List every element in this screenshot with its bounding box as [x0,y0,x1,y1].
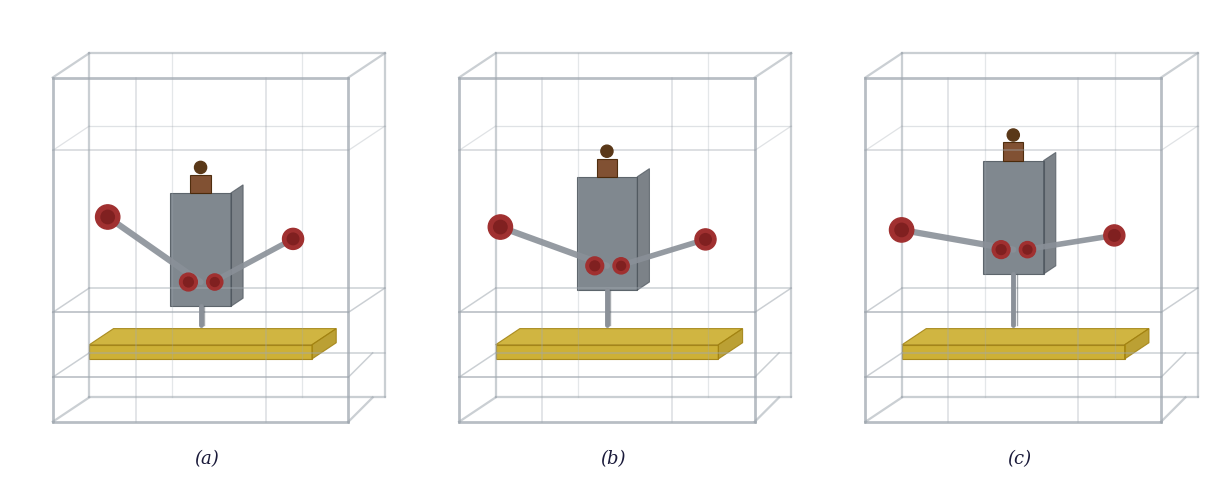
Polygon shape [902,329,1149,345]
Polygon shape [89,329,336,345]
Circle shape [96,205,120,229]
Polygon shape [983,160,1043,274]
Circle shape [1008,129,1019,141]
Circle shape [997,245,1007,254]
Polygon shape [1124,329,1149,359]
Circle shape [586,257,603,275]
Circle shape [488,215,512,239]
Polygon shape [495,345,718,359]
Circle shape [207,274,223,290]
Circle shape [1103,225,1125,246]
Circle shape [889,218,913,242]
Circle shape [184,277,194,287]
Circle shape [695,229,716,250]
Text: (a): (a) [194,450,219,468]
Polygon shape [1043,152,1056,274]
Polygon shape [576,177,638,290]
Circle shape [101,210,114,224]
Circle shape [195,161,207,173]
Polygon shape [190,175,211,193]
Circle shape [211,277,219,286]
Polygon shape [638,169,650,290]
Circle shape [992,241,1010,259]
Circle shape [590,261,600,271]
Polygon shape [230,185,243,306]
Circle shape [282,228,304,250]
Polygon shape [902,345,1124,359]
Polygon shape [89,345,311,359]
Text: (c): (c) [1008,450,1031,468]
Polygon shape [170,193,230,306]
Circle shape [287,233,299,245]
Circle shape [700,234,711,245]
Polygon shape [718,329,743,359]
Circle shape [895,223,908,237]
Circle shape [179,273,197,291]
Polygon shape [495,329,743,345]
Circle shape [1022,245,1032,254]
Circle shape [617,262,625,270]
Circle shape [601,145,613,157]
Text: (b): (b) [601,450,625,468]
Circle shape [1108,229,1121,241]
Circle shape [1019,241,1036,258]
Polygon shape [597,159,617,177]
Polygon shape [311,329,336,359]
Circle shape [494,220,508,234]
Polygon shape [1003,142,1024,160]
Circle shape [613,258,629,274]
